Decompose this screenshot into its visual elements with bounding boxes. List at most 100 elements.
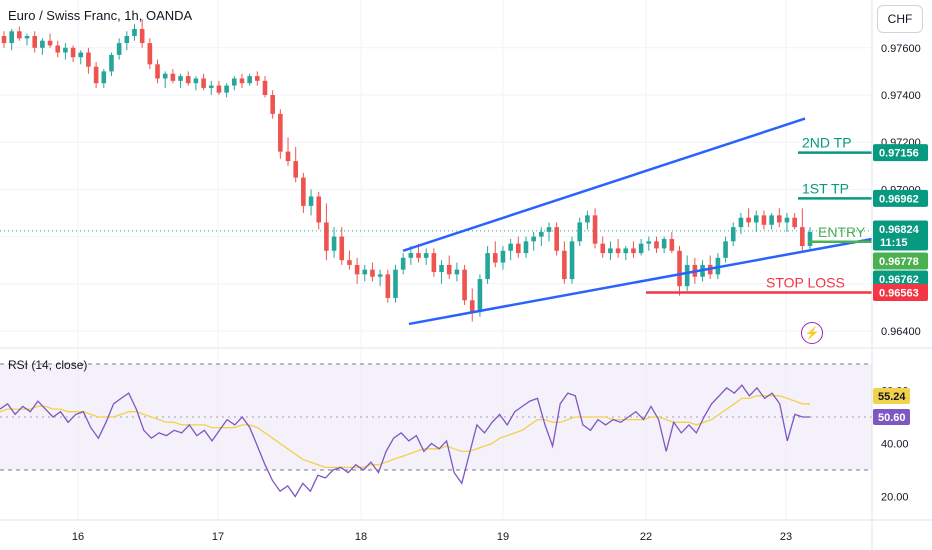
rsi-tick-label: 40.00: [881, 439, 909, 451]
candle-body: [370, 269, 375, 277]
price-badge-value: 0.97156: [879, 148, 919, 160]
price-badge: [873, 189, 928, 207]
candle-body: [492, 253, 498, 263]
level-label-2nd-tp: 2ND TP: [802, 135, 852, 151]
level-label-entry: ENTRY: [818, 224, 866, 240]
price-tick-label: 0.97400: [881, 90, 921, 102]
currency-selector[interactable]: CHF: [877, 5, 923, 33]
candle-body: [546, 227, 552, 232]
candle-body: [185, 76, 191, 84]
rsi-badge: [873, 409, 910, 425]
candle-body: [354, 264, 360, 275]
candle-body: [40, 40, 45, 48]
candle-body: [301, 177, 306, 206]
candle-body: [730, 227, 736, 242]
candle-body: [400, 257, 406, 270]
candle-body: [569, 241, 575, 280]
candle-body: [231, 78, 237, 86]
lightning-icon[interactable]: ⚡: [801, 322, 823, 344]
candle-body: [792, 217, 797, 228]
candle-body: [139, 28, 145, 44]
time-tick-label: 22: [640, 531, 652, 543]
candle-body: [523, 241, 529, 254]
candle-body: [255, 76, 260, 81]
candle-body: [285, 151, 291, 162]
candle-body: [508, 243, 513, 251]
candle-body: [47, 40, 53, 46]
time-tick-label: 17: [212, 531, 224, 543]
candle-body: [247, 76, 252, 84]
candle-body: [132, 28, 137, 36]
candle-body: [776, 215, 782, 223]
candle-body: [308, 196, 314, 206]
candle-body: [55, 45, 61, 53]
level-label-1st-tp: 1ST TP: [802, 180, 849, 196]
candle-body: [562, 250, 567, 280]
candle-body: [316, 196, 322, 223]
rsi-ma-line: [0, 395, 810, 469]
rsi-ma-value: 55.24: [878, 391, 906, 403]
candle-body: [239, 78, 245, 84]
candle-body: [124, 36, 130, 44]
candle-body: [9, 31, 14, 44]
candle-body: [615, 248, 621, 254]
candle-body: [646, 241, 652, 244]
candle-body: [86, 52, 91, 67]
candle-body: [116, 43, 122, 55]
price-badge-countdown: 11:15: [880, 237, 908, 249]
candle-body: [270, 95, 275, 114]
candle-body: [608, 248, 613, 254]
candle-body: [278, 113, 283, 152]
candle-body: [293, 161, 298, 178]
price-badge-value: 0.96962: [879, 193, 919, 205]
candle-body: [585, 215, 590, 223]
candle-body: [101, 71, 107, 84]
candle-body: [800, 227, 805, 247]
rsi-layer: [0, 363, 872, 498]
price-badge: [873, 270, 928, 288]
candle-body: [1, 36, 7, 44]
candle-body: [738, 217, 744, 228]
price-badge: [873, 144, 928, 162]
candle-body: [531, 236, 536, 242]
candle-body: [600, 243, 606, 254]
candle-body: [324, 222, 329, 251]
time-tick-label: 18: [355, 531, 367, 543]
candle-body: [147, 43, 153, 65]
candle-body: [178, 76, 183, 81]
candle-body: [623, 248, 629, 254]
candle-body: [78, 52, 84, 58]
candle-body: [577, 222, 583, 242]
price-tick-label: 0.96400: [881, 326, 921, 338]
candle-body: [723, 241, 728, 258]
rsi-line: [0, 384, 810, 498]
price-tick-label: 0.97600: [881, 43, 921, 55]
price-badge-value: 0.96824: [879, 224, 920, 236]
candle-body: [446, 264, 452, 275]
candle-body: [393, 269, 398, 298]
rsi-title: RSI (14, close): [8, 358, 88, 372]
candle-body: [500, 250, 506, 263]
trendline-lower: [408, 237, 873, 326]
candle-body: [684, 264, 690, 287]
overlay-layer: 2ND TP 1ST TP ENTRY STOP LOSS: [0, 117, 873, 326]
grid-layer: [0, 0, 872, 520]
candle-body: [339, 236, 345, 261]
candle-body: [677, 250, 682, 287]
candle-body: [746, 217, 751, 223]
candle-body: [516, 243, 521, 254]
candle-body: [416, 253, 421, 258]
candle-body: [216, 85, 222, 93]
candle-body: [661, 238, 667, 249]
candle-body: [462, 269, 467, 301]
candle-body: [362, 269, 368, 275]
candle-body: [63, 47, 68, 53]
price-badge: [873, 220, 928, 251]
candle-body: [32, 36, 38, 48]
candle-body: [631, 248, 636, 254]
candle-body: [485, 253, 490, 280]
price-badge-value: 0.96563: [879, 288, 919, 300]
candle-body: [193, 78, 199, 84]
candle-body: [93, 66, 99, 84]
